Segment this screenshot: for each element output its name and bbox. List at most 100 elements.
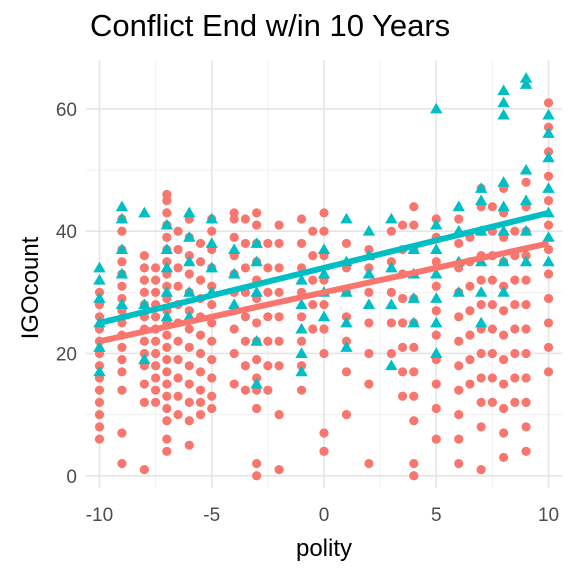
- point-circle: [151, 312, 161, 322]
- point-circle: [543, 269, 554, 279]
- point-circle: [308, 251, 318, 261]
- y-tick-label: 20: [56, 344, 77, 365]
- point-circle: [409, 367, 419, 377]
- point-circle: [476, 275, 486, 285]
- point-triangle: [160, 286, 174, 297]
- point-triangle: [160, 261, 174, 273]
- axis-ticks: -10 -5 0 5 10 0 20 40 60: [56, 100, 559, 526]
- point-circle: [207, 336, 217, 346]
- point-triangle: [407, 316, 421, 328]
- point-circle: [184, 342, 194, 352]
- point-circle: [252, 403, 262, 414]
- point-circle: [229, 379, 239, 389]
- point-circle: [162, 446, 172, 456]
- point-circle: [543, 98, 554, 108]
- point-circle: [195, 257, 206, 267]
- point-circle: [195, 385, 206, 395]
- point-triangle: [205, 261, 218, 273]
- point-circle: [510, 275, 520, 285]
- point-triangle: [183, 206, 196, 218]
- point-circle: [207, 391, 217, 401]
- x-tick-label: -5: [203, 505, 220, 526]
- point-triangle: [430, 347, 443, 358]
- point-triangle: [474, 194, 488, 206]
- point-circle: [510, 397, 520, 407]
- point-circle: [465, 355, 475, 365]
- point-circle: [386, 348, 396, 359]
- point-circle: [173, 263, 183, 273]
- point-circle: [341, 367, 352, 377]
- point-circle: [117, 458, 127, 469]
- point-circle: [162, 403, 172, 414]
- point-circle: [308, 324, 318, 334]
- point-circle: [184, 379, 194, 389]
- point-circle: [543, 367, 554, 377]
- point-triangle: [250, 255, 263, 267]
- point-circle: [476, 397, 486, 407]
- point-circle: [252, 355, 262, 365]
- point-circle: [487, 299, 497, 310]
- point-circle: [207, 373, 217, 383]
- point-triangle: [452, 286, 465, 297]
- point-circle: [521, 299, 531, 310]
- point-circle: [274, 465, 284, 475]
- point-circle: [184, 324, 194, 334]
- point-triangle: [497, 255, 510, 267]
- point-circle: [151, 385, 161, 395]
- point-circle: [139, 287, 149, 297]
- point-circle: [274, 238, 284, 249]
- point-circle: [229, 232, 239, 242]
- point-circle: [173, 355, 183, 365]
- point-triangle: [362, 267, 376, 279]
- point-circle: [240, 336, 251, 346]
- point-circle: [240, 385, 251, 395]
- point-circle: [476, 465, 486, 475]
- point-circle: [521, 422, 531, 432]
- point-circle: [454, 312, 464, 322]
- point-circle: [465, 306, 475, 316]
- point-circle: [319, 428, 329, 438]
- point-circle: [207, 299, 217, 310]
- point-circle: [184, 269, 194, 279]
- point-circle: [364, 458, 374, 469]
- point-circle: [499, 428, 509, 438]
- point-circle: [139, 251, 149, 261]
- point-circle: [510, 299, 520, 310]
- point-circle: [117, 342, 127, 352]
- point-circle: [139, 263, 149, 273]
- point-circle: [252, 471, 262, 481]
- point-triangle: [250, 286, 263, 297]
- point-circle: [454, 458, 464, 469]
- point-circle: [476, 348, 486, 359]
- point-circle: [397, 220, 408, 230]
- point-triangle: [452, 200, 465, 212]
- point-circle: [162, 232, 172, 242]
- point-triangle: [93, 273, 106, 285]
- point-triangle: [542, 182, 555, 193]
- point-triangle: [474, 316, 488, 328]
- point-circle: [151, 397, 161, 407]
- point-circle: [162, 208, 172, 218]
- point-triangle: [227, 243, 241, 255]
- point-circle: [207, 355, 217, 365]
- point-circle: [319, 226, 329, 236]
- point-circle: [139, 397, 149, 407]
- point-circle: [195, 275, 206, 285]
- point-circle: [207, 318, 217, 328]
- point-triangle: [519, 78, 533, 89]
- point-circle: [487, 324, 497, 334]
- point-circle: [319, 208, 329, 218]
- point-circle: [454, 336, 464, 346]
- point-circle: [487, 397, 497, 407]
- point-circle: [240, 263, 251, 273]
- point-circle: [162, 367, 172, 377]
- point-circle: [252, 458, 262, 469]
- point-triangle: [227, 298, 241, 310]
- point-circle: [94, 410, 105, 420]
- point-circle: [117, 355, 127, 365]
- point-triangle: [430, 292, 443, 303]
- point-triangle: [474, 182, 488, 193]
- point-triangle: [542, 108, 555, 120]
- point-circle: [240, 238, 251, 249]
